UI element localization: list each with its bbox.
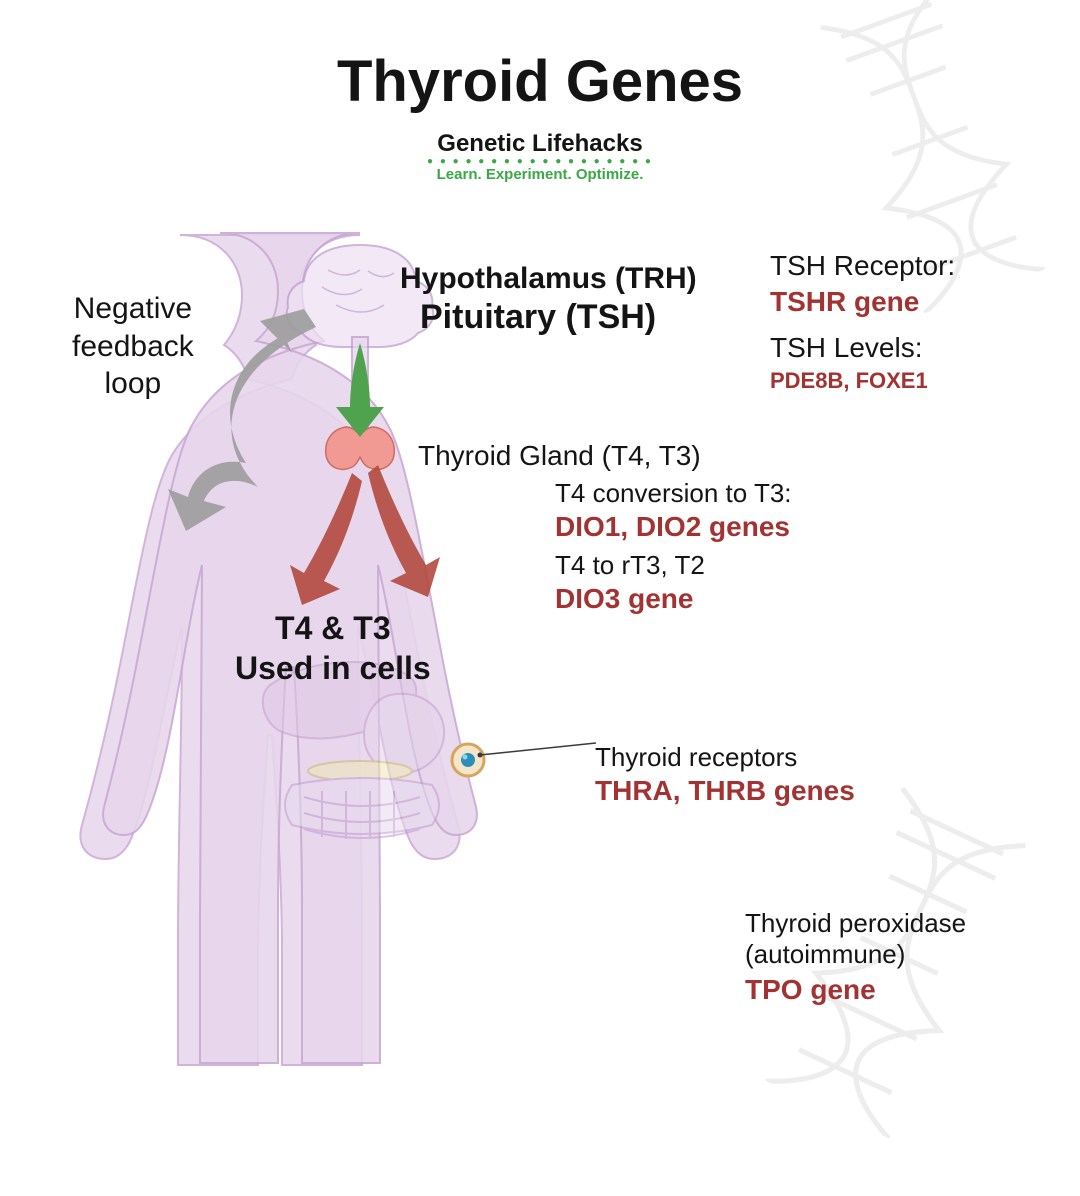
t4-to-rt3-heading: T4 to rT3, T2: [555, 550, 705, 581]
tsh-levels-gene: PDE8B, FOXE1: [770, 368, 928, 394]
tsh-levels-block: TSH Levels: PDE8B, FOXE1: [770, 332, 928, 394]
tsh-receptor-block: TSH Receptor: TSHR gene: [770, 250, 955, 318]
feedback-label: Negative feedback loop: [72, 290, 194, 403]
cell-marker: [452, 744, 484, 776]
brand-tagline: Learn. Experiment. Optimize.: [0, 166, 1080, 183]
tsh-levels-heading: TSH Levels:: [770, 332, 928, 364]
t4-to-rt3-gene: DIO3 gene: [555, 583, 705, 615]
receptors-block: Thyroid receptors THRA, THRB genes: [595, 742, 855, 807]
brand-name: Genetic Lifehacks: [0, 130, 1080, 158]
brand-dots: ● ● ● ● ● ● ● ● ● ● ● ● ● ● ● ● ● ●: [0, 158, 1080, 166]
brand-block: Genetic Lifehacks ● ● ● ● ● ● ● ● ● ● ● …: [0, 130, 1080, 183]
receptors-gene: THRA, THRB genes: [595, 775, 855, 807]
callout-line: [480, 743, 596, 755]
t4-to-t3-gene: DIO1, DIO2 genes: [555, 511, 792, 543]
page-title: Thyroid Genes: [0, 48, 1080, 115]
hypothalamus-label: Hypothalamus (TRH): [400, 262, 697, 296]
t4-to-t3-heading: T4 conversion to T3:: [555, 478, 792, 509]
thyroid-gland-label: Thyroid Gland (T4, T3): [418, 440, 701, 472]
tpo-heading-1: Thyroid peroxidase: [745, 908, 966, 939]
tpo-gene: TPO gene: [745, 974, 966, 1006]
tsh-receptor-heading: TSH Receptor:: [770, 250, 955, 282]
t4t3-used-label: T4 & T3 Used in cells: [235, 608, 431, 688]
tpo-block: Thyroid peroxidase (autoimmune) TPO gene: [745, 908, 966, 1006]
receptors-heading: Thyroid receptors: [595, 742, 855, 773]
t4-to-rt3-block: T4 to rT3, T2 DIO3 gene: [555, 550, 705, 615]
tpo-heading-2: (autoimmune): [745, 939, 966, 970]
tsh-receptor-gene: TSHR gene: [770, 286, 955, 318]
pituitary-label: Pituitary (TSH): [420, 298, 656, 337]
t4-to-t3-block: T4 conversion to T3: DIO1, DIO2 genes: [555, 478, 792, 543]
